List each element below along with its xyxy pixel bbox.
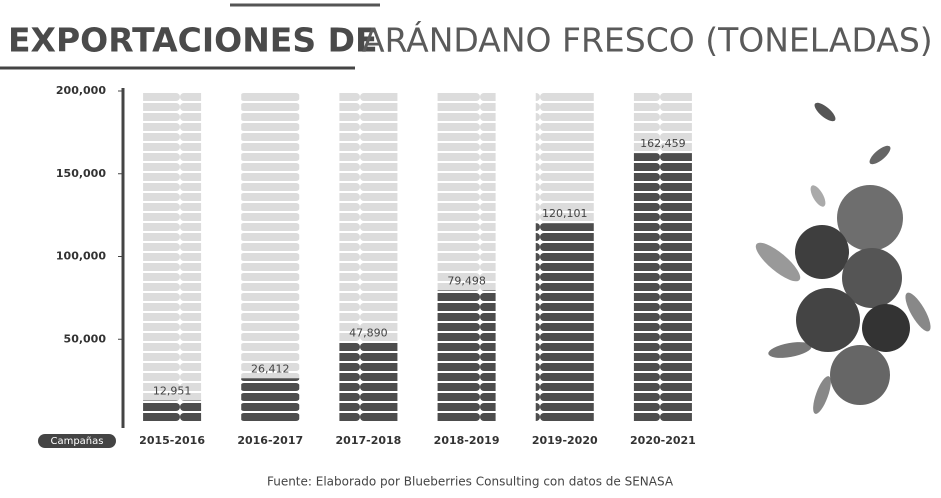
chart-title-rest: ARÁNDANO FRESCO (TONELADAS) [362,20,933,60]
x-tick-label: 2017-2018 [336,434,402,447]
source: Fuente: Elaborado por Blueberries Consul… [267,475,674,489]
y-tick-label: 50,000 [64,332,107,345]
value-label: 26,412 [251,362,290,375]
chart-title: EXPORTACIONES DE [8,21,378,60]
bar-track [241,91,300,422]
bar [535,223,594,422]
x-tick-label: 2019-2020 [532,434,598,447]
x-label-pill [38,434,116,448]
bar-group [143,91,202,422]
x-tick-label: 2015-2016 [139,434,205,447]
decoration [755,102,931,414]
x-axis-label: Campañas [50,436,103,447]
x-tick-label: 2016-2017 [237,434,303,447]
bar [143,400,202,422]
value-label: 79,498 [447,274,486,287]
bar [437,290,496,422]
x-tick-label: 2018-2019 [434,434,500,447]
bar [241,378,300,422]
bar-group [241,91,300,422]
bar [633,153,692,422]
y-tick-label: 150,000 [56,167,106,180]
bar [339,342,398,422]
y-tick-label: 100,000 [56,250,106,263]
value-label: 12,951 [153,385,192,398]
y-tick-label: 200,000 [56,84,106,97]
bar-track [143,91,202,422]
value-label: 47,890 [349,327,388,340]
value-label: 162,459 [640,137,686,150]
value-label: 120,101 [542,207,588,220]
x-tick-label: 2020-2021 [630,434,696,447]
